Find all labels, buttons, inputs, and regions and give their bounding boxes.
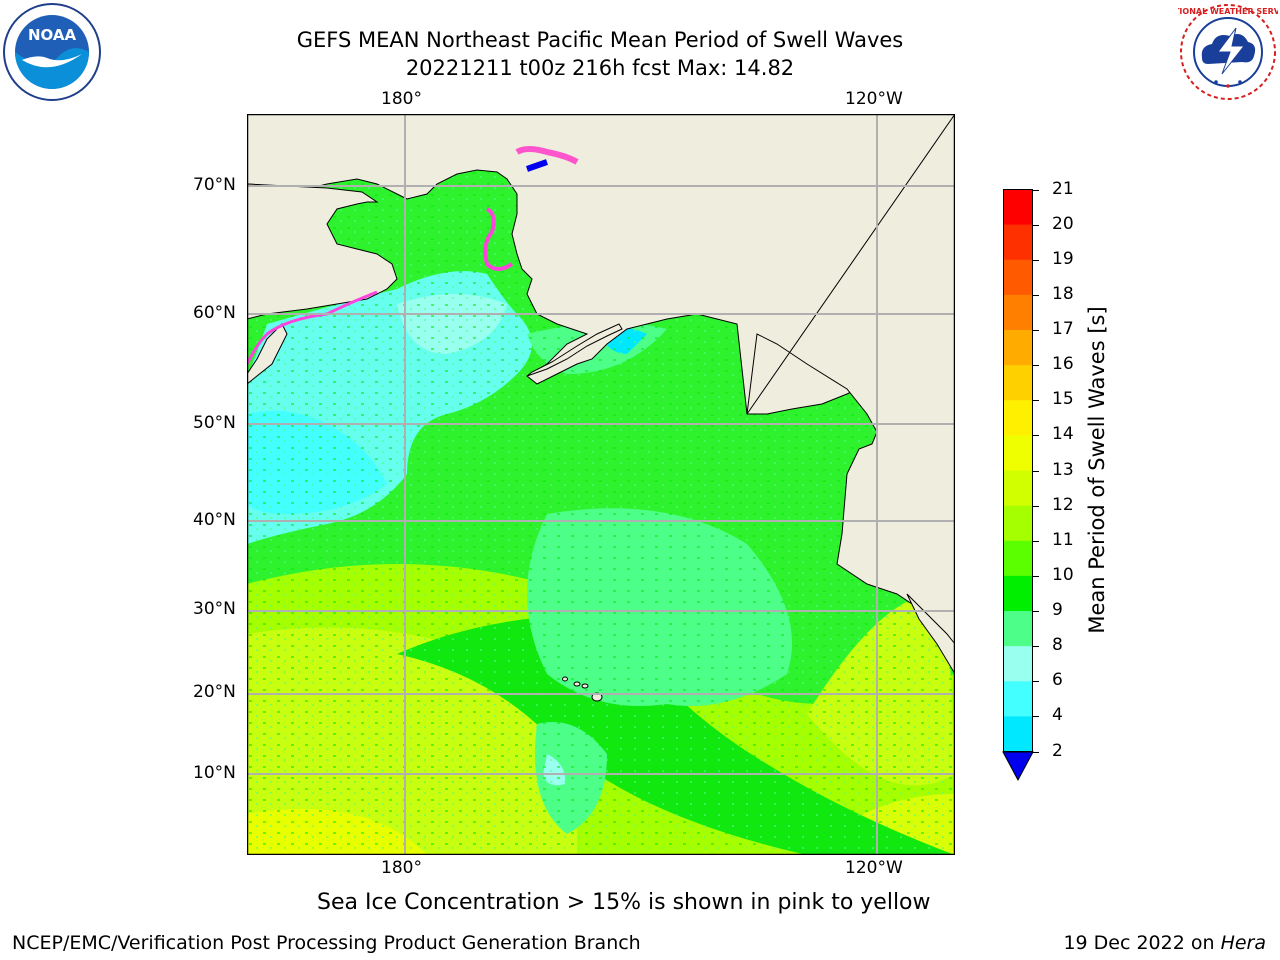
lat-label-70n: 70°N bbox=[193, 175, 236, 195]
noaa-logo-text: NOAA bbox=[28, 26, 77, 44]
nws-logo-text: NATIONAL WEATHER SERVICE bbox=[1178, 7, 1278, 16]
colorbar-tick-mark bbox=[1033, 751, 1039, 753]
colorbar-swatch bbox=[1003, 540, 1033, 577]
colorbar-swatch bbox=[1003, 681, 1033, 717]
lat-label-50n: 50°N bbox=[193, 413, 236, 433]
colorbar-tick-mark bbox=[1033, 365, 1039, 367]
colorbar-tick-mark bbox=[1033, 540, 1039, 542]
colorbar-tick-mark bbox=[1033, 716, 1039, 718]
colorbar-swatch bbox=[1003, 400, 1033, 436]
land-alaska-peninsula bbox=[526, 323, 623, 377]
swell-period-map bbox=[247, 114, 955, 855]
footer-machine: Hera bbox=[1220, 932, 1266, 954]
footer-right: 19 Dec 2022 on Hera bbox=[1063, 932, 1266, 954]
colorbar-tick-label: 2 bbox=[1052, 740, 1063, 761]
colorbar-tick-label: 14 bbox=[1052, 424, 1074, 445]
colorbar-tick-mark bbox=[1033, 259, 1039, 261]
colorbar-tick-mark bbox=[1033, 294, 1039, 296]
lon-label-top-120w: 120°W bbox=[845, 89, 903, 109]
colorbar-tick-label: 4 bbox=[1052, 705, 1063, 726]
chart-title: GEFS MEAN Northeast Pacific Mean Period … bbox=[296, 28, 904, 52]
lat-label-10n: 10°N bbox=[193, 763, 236, 783]
colorbar-swatch bbox=[1003, 435, 1033, 471]
colorbar-frame bbox=[1003, 189, 1033, 752]
colorbar-swatch bbox=[1003, 224, 1033, 261]
colorbar-tick-mark bbox=[1033, 505, 1039, 507]
colorbar-tick-mark bbox=[1033, 575, 1039, 577]
colorbar-tick-label: 15 bbox=[1052, 389, 1074, 410]
colorbar-swatch bbox=[1003, 294, 1033, 331]
chart-subtitle: 20221211 t00z 216h fcst Max: 14.82 bbox=[405, 56, 795, 80]
sea-ice-note: Sea Ice Concentration > 15% is shown in … bbox=[317, 890, 931, 915]
colorbar-tick-label: 16 bbox=[1052, 354, 1074, 375]
colorbar-tick-label: 19 bbox=[1052, 248, 1074, 269]
lat-label-30n: 30°N bbox=[193, 599, 236, 619]
colorbar-label: Mean Period of Swell Waves [s] bbox=[1085, 306, 1109, 634]
lon-label-bottom-180: 180° bbox=[381, 858, 422, 878]
colorbar-swatch bbox=[1003, 365, 1033, 401]
sea-ice-edge-deep bbox=[526, 159, 548, 172]
sea-ice-edge-strait bbox=[483, 207, 514, 271]
colorbar-tick-mark bbox=[1033, 681, 1039, 683]
colorbar-tick-label: 9 bbox=[1052, 600, 1063, 620]
colorbar-tick-label: 20 bbox=[1052, 213, 1074, 234]
colorbar-tick-label: 6 bbox=[1052, 670, 1063, 691]
map-gridlines bbox=[247, 114, 954, 854]
colorbar-extend-arrow bbox=[1002, 751, 1034, 782]
lon-label-top-180: 180° bbox=[381, 89, 422, 109]
colorbar-tick-label: 10 bbox=[1052, 564, 1074, 585]
colorbar-tick-label: 8 bbox=[1052, 635, 1063, 656]
colorbar-swatch bbox=[1003, 611, 1033, 647]
sea-ice-edge-bering bbox=[247, 290, 378, 365]
map-frame bbox=[247, 114, 955, 855]
colorbar-tick-label: 18 bbox=[1052, 283, 1074, 304]
land-kamchatka bbox=[247, 323, 288, 385]
colorbar-swatch bbox=[1003, 470, 1033, 507]
lat-label-20n: 20°N bbox=[193, 682, 236, 702]
nws-logo: NATIONAL WEATHER SERVICE bbox=[1178, 4, 1278, 100]
colorbar-tick-mark bbox=[1033, 330, 1039, 331]
land-baja bbox=[906, 593, 954, 674]
colorbar-swatch bbox=[1003, 330, 1033, 366]
colorbar-tick-label: 13 bbox=[1052, 459, 1074, 480]
colorbar-tick-mark bbox=[1033, 611, 1039, 612]
lat-label-60n: 60°N bbox=[193, 303, 236, 323]
colorbar-tick-label: 17 bbox=[1052, 319, 1074, 339]
colorbar bbox=[1002, 189, 1034, 782]
colorbar-tick-mark bbox=[1033, 224, 1039, 226]
lat-label-40n: 40°N bbox=[193, 510, 236, 530]
colorbar-tick-mark bbox=[1033, 646, 1039, 648]
land-russia-chukotka bbox=[247, 114, 398, 320]
colorbar-swatch bbox=[1003, 716, 1033, 752]
footer-date: 19 Dec 2022 on bbox=[1063, 932, 1221, 954]
colorbar-tick-mark bbox=[1033, 435, 1039, 437]
noaa-logo: NOAA bbox=[3, 3, 101, 101]
footer-left: NCEP/EMC/Verification Post Processing Pr… bbox=[12, 932, 641, 954]
land-alaska-arctic bbox=[247, 114, 954, 415]
colorbar-swatch bbox=[1003, 259, 1033, 296]
colorbar-tick-label: 12 bbox=[1052, 494, 1074, 515]
colorbar-tick-label: 11 bbox=[1052, 529, 1074, 550]
lon-label-bottom-120w: 120°W bbox=[845, 858, 903, 878]
colorbar-swatch bbox=[1003, 505, 1033, 542]
colorbar-tick-mark bbox=[1033, 400, 1039, 402]
colorbar-tick-mark bbox=[1033, 189, 1039, 191]
colorbar-swatch bbox=[1003, 189, 1033, 226]
colorbar-swatch bbox=[1003, 575, 1033, 612]
colorbar-tick-mark bbox=[1033, 470, 1039, 472]
colorbar-tick-label: 21 bbox=[1052, 178, 1074, 199]
colorbar-swatch bbox=[1003, 646, 1033, 682]
sea-ice-edge-chukchi bbox=[515, 146, 579, 165]
